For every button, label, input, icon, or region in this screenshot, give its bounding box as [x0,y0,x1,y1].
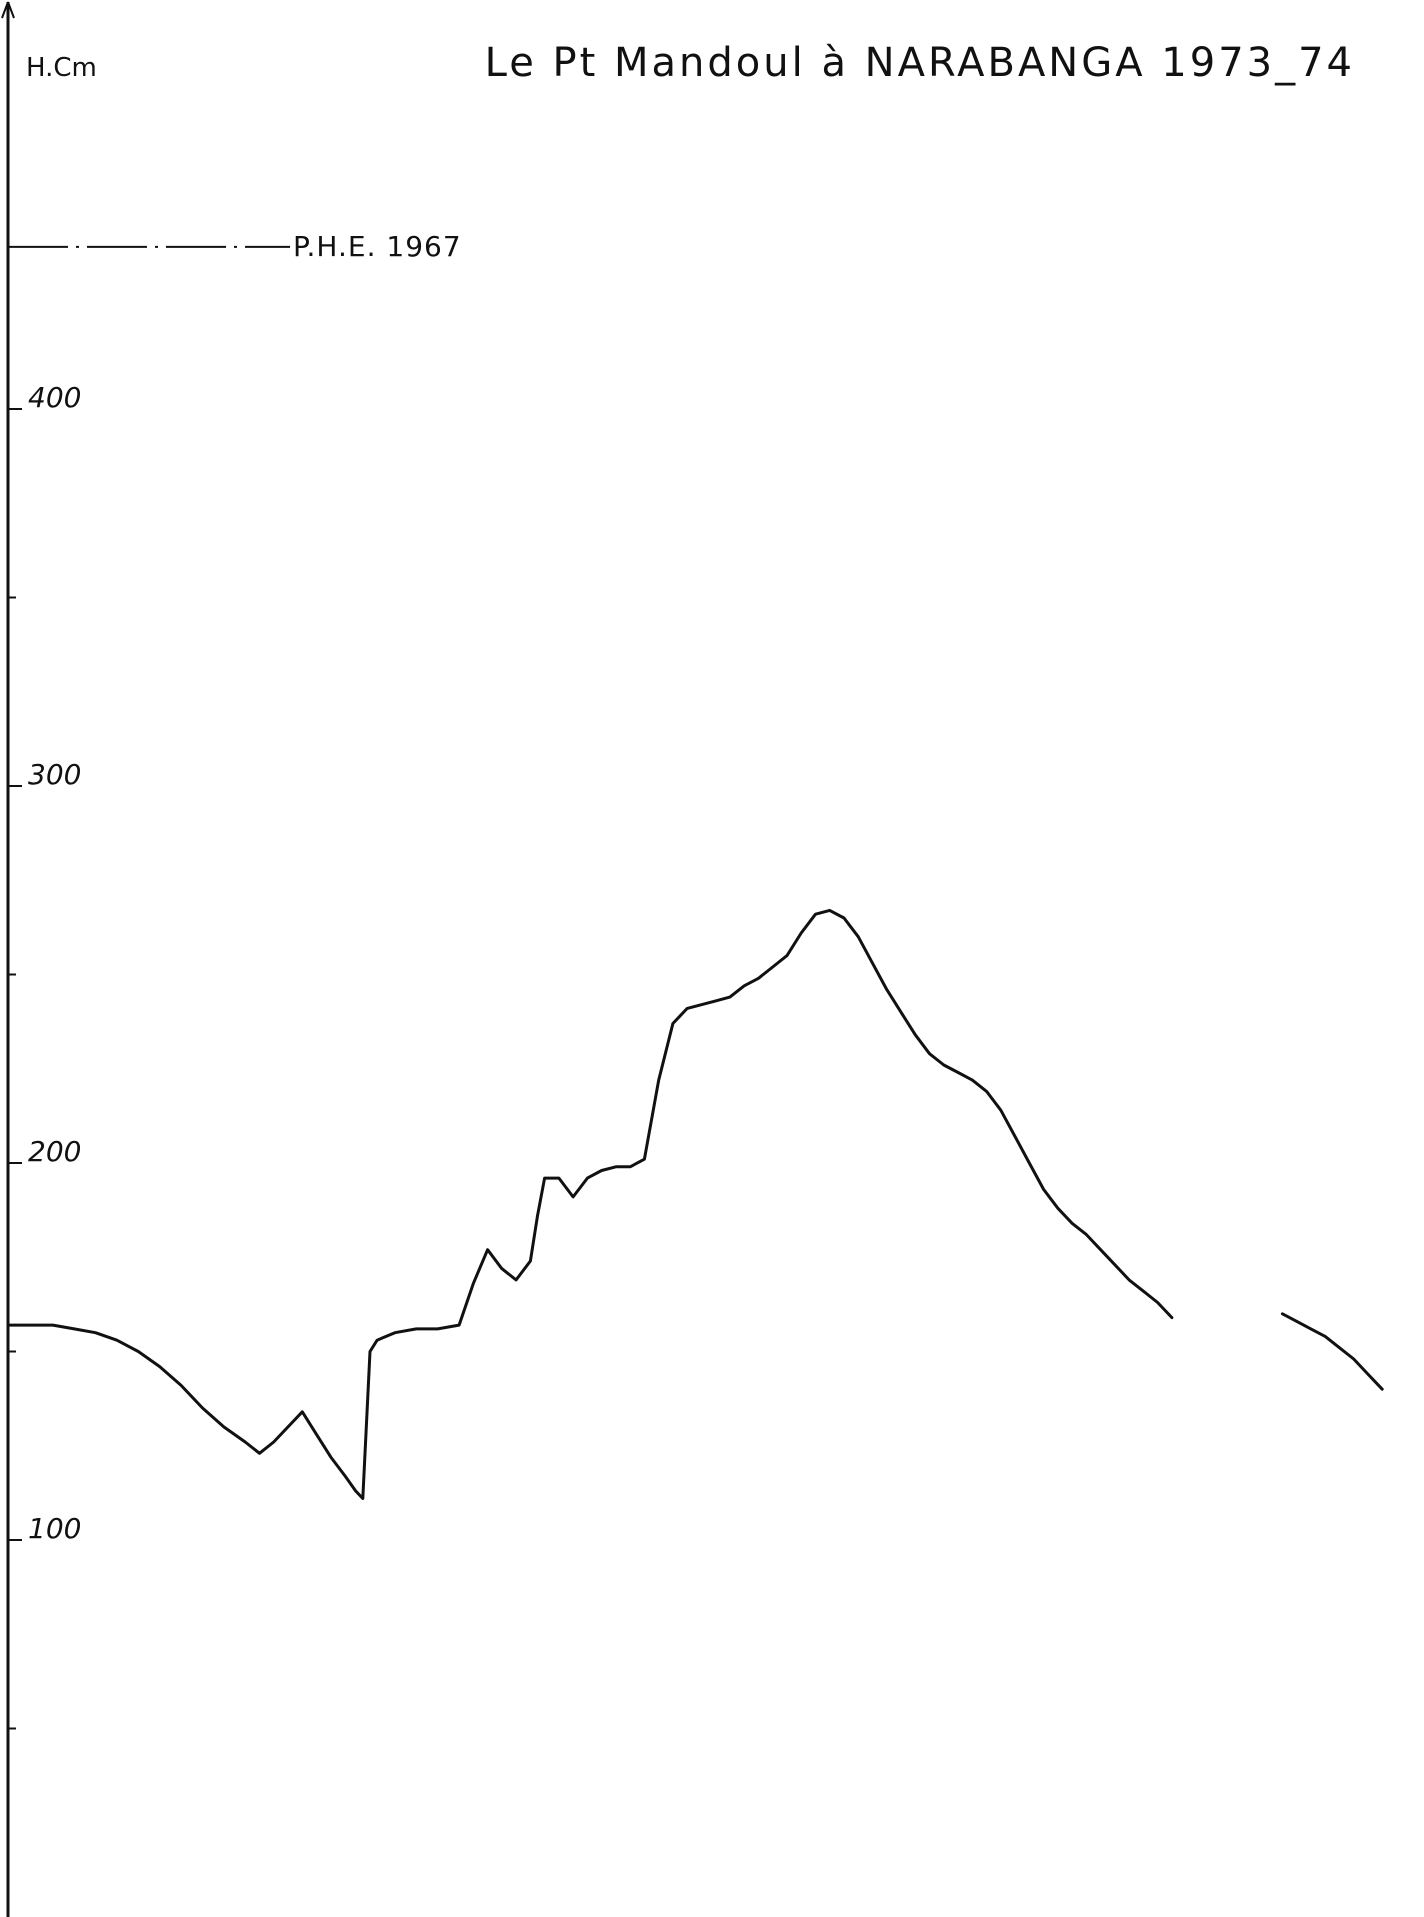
series-group [8,908,1384,1500]
y-axis-ticks: 100 200 300 400 [8,381,81,1730]
reference-line-label: P.H.E. 1967 [293,230,462,263]
y-axis-arrow [1,1,15,19]
y-tick-label-200: 200 [28,1135,81,1168]
y-axis-label: H.Cm [26,53,97,83]
reference-line-group: P.H.E. 1967 [8,230,462,263]
series-line-segment-2 [1280,1312,1384,1391]
y-tick-label-100: 100 [28,1512,81,1545]
y-tick-label-400: 400 [28,381,81,414]
series-line-segment-1 [8,908,1174,1500]
y-tick-label-300: 300 [28,758,81,791]
y-axis [1,1,15,1917]
chart-title: Le Pt Mandoul à NARABANGA 1973_74 [485,40,1355,86]
